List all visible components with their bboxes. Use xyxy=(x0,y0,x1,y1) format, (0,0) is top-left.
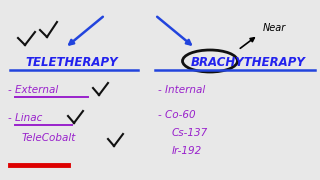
Text: TeleCobalt: TeleCobalt xyxy=(22,133,76,143)
Text: - Co-60: - Co-60 xyxy=(158,110,196,120)
Text: Cs-137: Cs-137 xyxy=(172,128,208,138)
Text: TELETHERAPY: TELETHERAPY xyxy=(26,55,118,69)
Text: BRACHYTHERAPY: BRACHYTHERAPY xyxy=(191,55,305,69)
Text: - Internal: - Internal xyxy=(158,85,205,95)
Text: Ir-192: Ir-192 xyxy=(172,146,202,156)
Text: - External: - External xyxy=(8,85,58,95)
Text: Near: Near xyxy=(263,23,286,33)
Text: - Linac: - Linac xyxy=(8,113,42,123)
